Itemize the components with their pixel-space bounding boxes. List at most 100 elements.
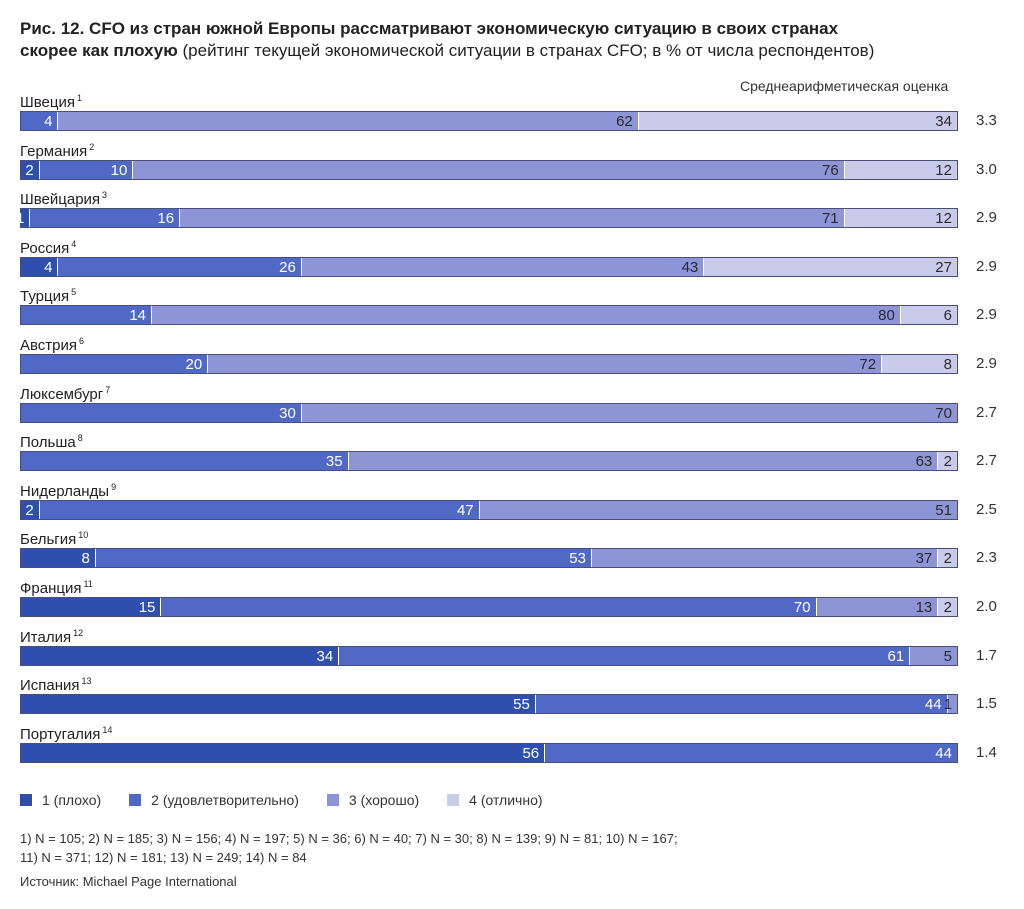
legend-label-3: 3 (хорошо) [348,792,420,808]
bar-value-label: 20 [185,356,203,373]
chart-title-bold: Рис. 12. CFO из стран южной Европы рассм… [20,19,839,60]
bar-segment-category-1: 56 [21,743,546,762]
bar-value-label: 15 [138,599,156,616]
bar-segment-category-1: 2 [21,160,40,179]
footnote-line: 11) N = 371; 12) N = 181; 13) N = 249; 1… [20,850,307,865]
bar-segment-category-3: 62 [58,112,639,130]
bar-segment-category-3: 43 [301,257,705,276]
bar-value-label: 16 [157,210,175,228]
stacked-bar: 15 70 13 2 [20,597,958,617]
legend: 1 (плохо) 2 (удовлетворительно) 3 (хорош… [20,792,543,808]
stacked-bar: 8 53 37 2 [20,548,958,569]
bar-segment-category-3: 70 [301,403,957,422]
country-name: Бельгия [20,531,77,549]
bar-segment-category-4: 12 [844,209,957,228]
bar-segment-category-1: 8 [21,549,96,568]
country-label: Португалия 14 [20,725,112,743]
stacked-bar: 20 72 8 [20,354,958,374]
bar-segment-category-3: 72 [208,355,883,373]
bar-segment-category-3: 37 [591,549,939,568]
bar-value-label: 47 [456,501,474,519]
footnote-ref: 4 [71,238,77,249]
stacked-bar-chart: Швеция 1 4 62 34 3.3 Германия 2 2 10 76 12 3.0 Швейца… [0,88,1024,778]
bar-value-label: 51 [935,501,952,519]
bar-value-label: 37 [915,550,933,568]
stacked-bar: 30 70 [20,402,958,423]
country-name: Австрия [20,337,78,354]
country-name: Швейцария [20,191,101,209]
bar-segment-category-4: 2 [938,452,957,471]
stacked-bar: 1 16 71 12 [16,208,958,229]
bar-segment-category-3: 80 [152,306,901,325]
average-score: 3.3 [976,112,997,129]
bar-value-label: 2 [943,550,952,568]
legend-item: 2 (удовлетворительно) [129,792,299,808]
bar-value-label: 5 [943,647,952,665]
bar-value-label: 76 [821,161,839,179]
bar-value-label: 30 [279,404,296,422]
bar-value-label: 55 [513,696,530,714]
bar-value-label: 44 [935,744,952,762]
country-label: Швеция 1 [20,93,82,111]
bar-value-label: 1 [16,210,25,228]
legend-label-4: 4 (отлично) [469,792,543,808]
average-score: 3.0 [976,160,997,178]
bar-segment-category-2: 53 [95,549,592,568]
bar-value-label: 43 [681,258,699,276]
stacked-bar: 2 10 76 12 [20,159,958,180]
stacked-bar: 34 61 5 [20,645,958,666]
country-label: Россия 4 [20,239,76,257]
footnote-ref: 11 [83,579,93,589]
footnote-ref: 6 [79,336,85,346]
bar-segment-category-4: 8 [882,355,957,373]
average-score: 2.7 [976,452,997,470]
bar-segment-category-1: 2 [21,500,40,519]
footnote-ref: 2 [89,141,95,152]
legend-item: 1 (плохо) [20,792,101,808]
country-label: Германия 2 [20,142,94,160]
bar-segment-category-2: 20 [21,355,209,373]
average-score: 2.5 [976,500,997,518]
country-name: Польша [20,434,76,452]
bar-value-label: 2 [25,161,34,179]
country-name: Испания [20,677,80,695]
bar-value-label: 8 [943,356,952,373]
source-note: Источник: Michael Page International [20,874,237,889]
legend-swatch-3 [326,794,339,806]
legend-swatch-2 [129,794,142,806]
footnote-ref: 3 [102,190,108,201]
stacked-bar: 56 44 [20,742,958,763]
bar-value-label: 56 [522,744,540,762]
bar-value-label: 70 [935,404,952,422]
stacked-bar: 55 44 1 [20,694,958,715]
country-label: Италия 12 [20,628,83,646]
legend-label-1: 1 (плохо) [42,792,102,808]
footnote-ref: 8 [77,433,83,444]
bar-value-label: 14 [129,307,147,325]
bar-value-label: 2 [943,453,952,471]
country-name: Турция [20,288,70,306]
bar-value-label: 2 [25,501,34,519]
footnote-line: 1) N = 105; 2) N = 185; 3) N = 156; 4) N… [20,831,678,846]
bar-value-label: 44 [924,696,942,714]
bar-segment-category-3: 76 [133,160,845,179]
bar-segment-category-2: 35 [21,452,349,471]
bar-segment-category-2: 16 [30,209,181,228]
bar-segment-category-1: 1 [16,209,31,228]
bar-value-label: 27 [935,258,952,276]
bar-value-label: 61 [887,647,905,665]
stacked-bar: 2 47 51 [20,499,958,520]
footnote-ref: 14 [102,724,113,735]
footnote-ref: 5 [71,287,77,298]
average-score: 1.7 [976,646,997,664]
stacked-bar: 4 62 34 [20,111,958,131]
bar-value-label: 53 [569,550,586,568]
bar-segment-category-4: 34 [638,112,957,130]
legend-item: 4 (отлично) [447,792,543,808]
footnote-ref: 10 [78,530,89,541]
bar-segment-category-3: 5 [910,646,957,665]
bar-value-label: 70 [793,599,811,616]
bar-segment-category-3: 1 [944,695,957,714]
bar-value-label: 34 [935,113,952,130]
average-score: 2.9 [976,306,997,324]
